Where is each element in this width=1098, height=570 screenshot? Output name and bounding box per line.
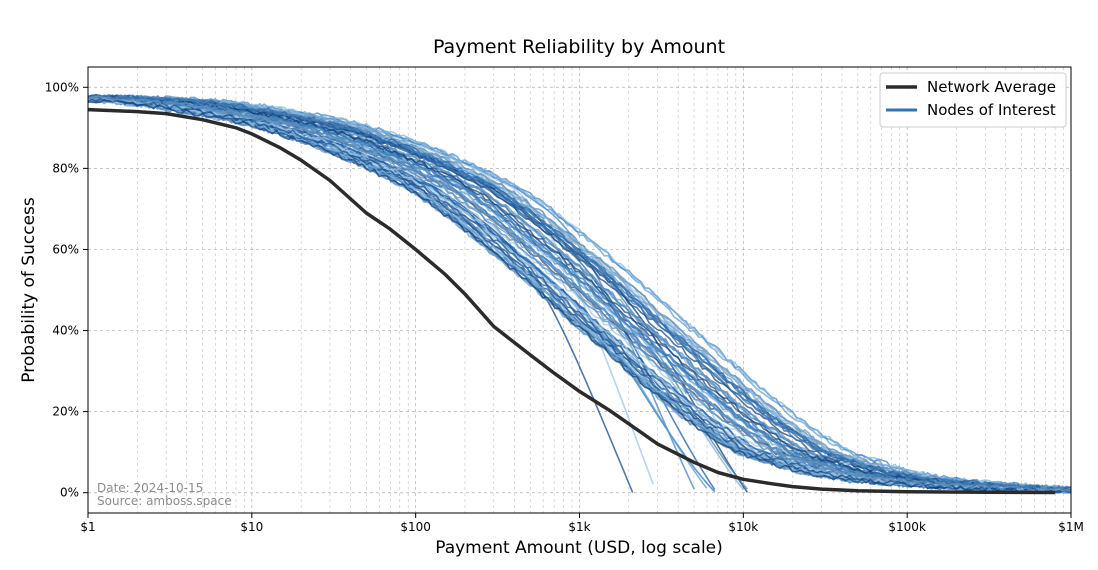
node-line [87, 94, 1072, 491]
y-tick-label: 80% [52, 161, 79, 175]
x-tick-label: $10k [728, 520, 758, 534]
y-tick-label: 100% [45, 80, 79, 94]
x-tick-label: $10 [240, 520, 263, 534]
chart-title: Payment Reliability by Amount [433, 36, 725, 58]
x-tick-label: $1M [1058, 520, 1084, 534]
legend-box [879, 72, 1067, 128]
network-average-line [87, 107, 1056, 495]
y-axis: 0% 20% 40% 60% 80% 100% [45, 80, 88, 500]
node-line [87, 99, 1072, 494]
node-line [87, 94, 1072, 490]
legend: Network Average Nodes of Interest [879, 72, 1067, 128]
y-axis-title: Probability of Success [19, 197, 39, 383]
x-tick-label: $1k [568, 520, 590, 534]
y-tick-label: 40% [52, 324, 79, 338]
plot-area [87, 93, 1072, 495]
x-tick-label: $100 [400, 520, 431, 534]
legend-label-network-average: Network Average [927, 78, 1056, 96]
x-axis-title: Payment Amount (USD, log scale) [435, 538, 723, 558]
node-line [87, 94, 1072, 492]
x-tick-label: $100k [888, 520, 926, 534]
x-tick-label: $1 [80, 520, 95, 534]
x-axis: $1 $10 $100 $1k $10k $100k $1M [80, 513, 1084, 534]
source-note: Source: amboss.space [97, 494, 232, 508]
date-note: Date: 2024-10-15 [97, 481, 203, 495]
node-line [87, 94, 1072, 492]
node-line [87, 95, 1072, 494]
y-tick-label: 60% [52, 242, 79, 256]
y-tick-label: 20% [52, 405, 79, 419]
y-tick-label: 0% [60, 486, 79, 500]
legend-label-nodes-of-interest: Nodes of Interest [927, 101, 1056, 119]
